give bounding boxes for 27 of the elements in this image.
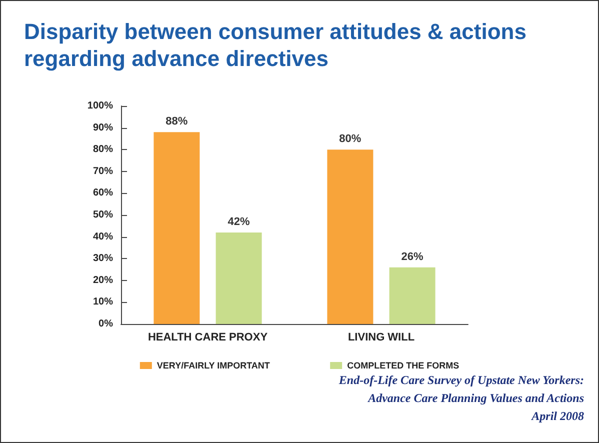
bar [216,232,262,324]
y-tick-label: 100% [87,100,114,112]
legend-label: VERY/FAIRLY IMPORTANT [156,360,270,370]
data-label: 26% [401,250,424,263]
data-label: 88% [166,116,188,128]
y-tick-label: 30% [92,253,114,264]
text: Advance Care Planning Values and Actions [367,391,584,405]
y-tick-label: 70% [92,166,114,177]
y-tick-label: 0% [98,318,114,330]
text: April 2008 [530,409,584,423]
text: End-of-Life Care Survey of Upstate New Yorkers: [338,373,584,387]
y-tick-label: 20% [92,274,114,286]
y-tick-label: 90% [92,122,114,134]
y-tick-label: 80% [92,144,114,156]
x-tick-label: LIVING WILL [348,332,415,344]
bar [154,132,200,324]
y-tick-label: 10% [92,296,114,308]
y-tick-label: 40% [92,231,114,242]
y-tick-label: 60% [92,188,114,199]
x-tick-label: HEALTH CARE PROXY [148,332,268,344]
bar [389,267,436,324]
data-label: 80% [339,133,362,146]
data-label: 42% [228,216,250,228]
bar [327,150,374,324]
chart-title: Disparity between consumer attitudes & actions regarding advance directives [24,19,533,71]
legend-label: COMPLETED THE FORMS [347,360,460,370]
y-tick-label: 50% [92,210,114,220]
